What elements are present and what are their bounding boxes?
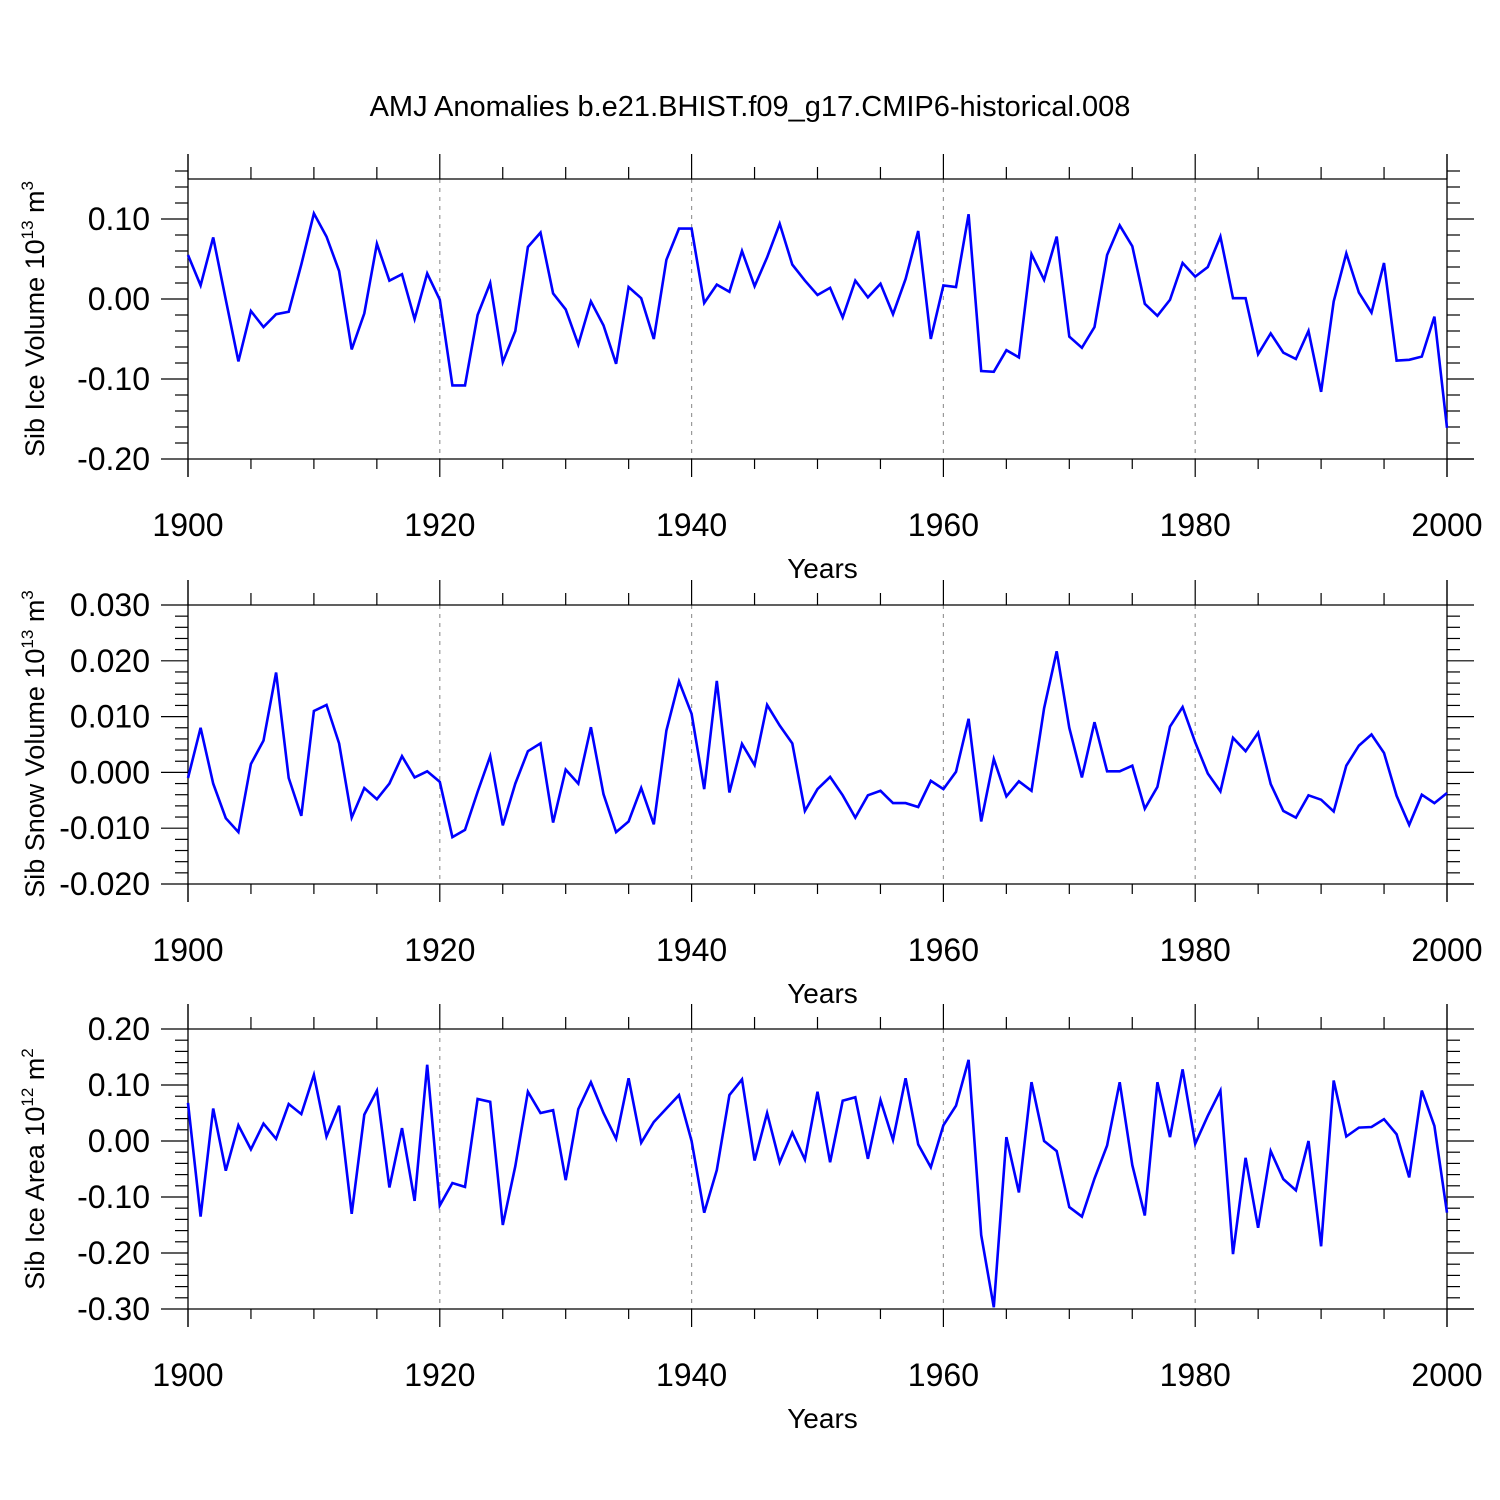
- x-tick-label: 2000: [1411, 507, 1482, 543]
- y-tick-label: 0.10: [88, 1067, 150, 1103]
- x-tick-label: 1940: [656, 1357, 727, 1393]
- x-tick-label: 1920: [404, 932, 475, 968]
- y-tick-label: -0.10: [77, 1179, 150, 1215]
- x-tick-label: 1900: [152, 932, 223, 968]
- x-tick-label: 1920: [404, 507, 475, 543]
- panel-sib-snow-volume: -0.020 -0.010 0.000 0.010 0.020 0.030 1900 1920…: [18, 580, 1483, 1009]
- series-line-sib-snow-volume: [186, 651, 1448, 840]
- x-tick-label: 1980: [1160, 1357, 1231, 1393]
- x-tick-label: 1980: [1160, 932, 1231, 968]
- x-axis-label: Years: [787, 978, 858, 1009]
- figure-title: AMJ Anomalies b.e21.BHIST.f09_g17.CMIP6-…: [370, 91, 1131, 123]
- y-axis-label: Sib Snow Volume 1013 m3: [18, 590, 50, 898]
- x-axis-label: Years: [787, 1403, 858, 1434]
- y-tick-label: 0.00: [88, 281, 150, 317]
- y-tick-label: 0.010: [70, 699, 150, 735]
- y-tick-label: 0.020: [70, 643, 150, 679]
- x-tick-label: 1960: [908, 507, 979, 543]
- x-tick-label: 1940: [656, 507, 727, 543]
- y-tick-label: -0.010: [59, 810, 150, 846]
- panel-sib-ice-volume: -0.20 -0.10 0.00 0.10 1900 1920 1940 1960 1980 20…: [18, 154, 1483, 584]
- x-tick-label: 2000: [1411, 1357, 1482, 1393]
- x-tick-label: 1960: [908, 1357, 979, 1393]
- y-tick-label: -0.10: [77, 361, 150, 397]
- x-tick-label: 1900: [152, 1357, 223, 1393]
- series-line-sib-ice-area: [186, 1059, 1449, 1308]
- y-tick-label: -0.20: [77, 1235, 150, 1271]
- y-tick-label: 0.030: [70, 587, 150, 623]
- x-tick-label: 1960: [908, 932, 979, 968]
- x-tick-label: 1920: [404, 1357, 475, 1393]
- y-tick-label: -0.20: [77, 441, 150, 477]
- y-tick-label: 0.20: [88, 1011, 150, 1047]
- x-tick-label: 1980: [1160, 507, 1231, 543]
- x-tick-label: 1940: [656, 932, 727, 968]
- y-tick-label: 0.000: [70, 754, 150, 790]
- panel-sib-ice-area: -0.30 -0.20 -0.10 0.00 0.10 0.20 1900 1920 1940 1…: [18, 1004, 1483, 1434]
- series-line-sib-ice-volume: [186, 209, 1449, 428]
- y-axis-label: Sib Ice Volume 1013 m3: [18, 181, 50, 457]
- y-axis-label: Sib Ice Area 1012 m2: [18, 1048, 50, 1290]
- y-tick-label: 0.10: [88, 201, 150, 237]
- x-axis-label: Years: [787, 553, 858, 584]
- x-tick-label: 1900: [152, 507, 223, 543]
- y-tick-label: -0.020: [59, 866, 150, 902]
- x-tick-label: 2000: [1411, 932, 1482, 968]
- y-tick-label: 0.00: [88, 1123, 150, 1159]
- y-tick-label: -0.30: [77, 1291, 150, 1327]
